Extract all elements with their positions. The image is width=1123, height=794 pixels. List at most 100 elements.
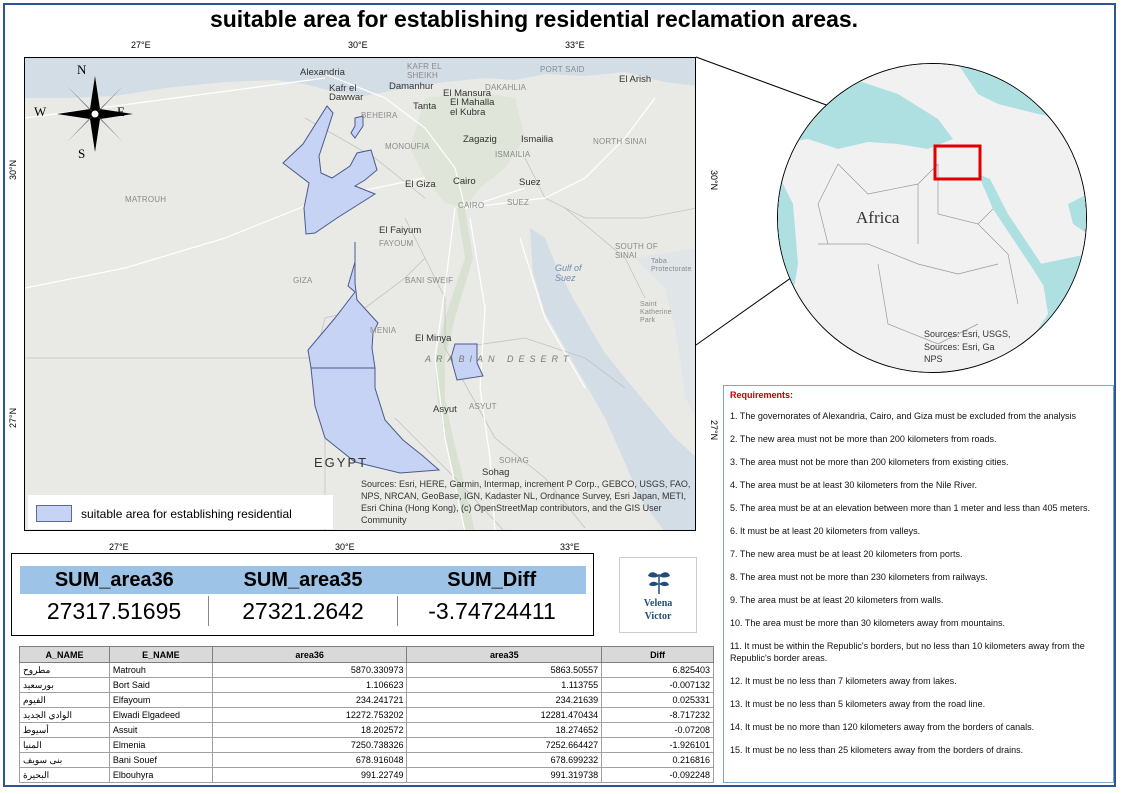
label-el-mahalla: El Mahalla el Kubra	[450, 97, 495, 118]
table-row[interactable]: الوادي الجديد Elwadi Elgadeed 12272.7532…	[19, 707, 714, 723]
logo-line2: Victor	[644, 611, 672, 622]
cell-area36: 7250.738326	[211, 737, 408, 753]
label-suez-region: SUEZ	[507, 198, 530, 207]
layout-frame	[3, 3, 1116, 787]
cell-area36: 678.916048	[211, 752, 408, 768]
cell-a-name: مطروح	[19, 662, 110, 678]
label-kafr-el-sheikh: KAFR EL SHEIKH	[407, 62, 442, 80]
label-minya-region: MENIA	[370, 326, 397, 335]
cell-area35: 1.113755	[406, 677, 603, 693]
cell-area35: 18.274652	[406, 722, 603, 738]
label-el-minya: El Minya	[415, 333, 452, 344]
logo-line1: Velena	[643, 598, 673, 609]
label-damanhur: Damanhur	[389, 81, 434, 92]
label-giza: GIZA	[293, 276, 313, 285]
legend: suitable area for establishing residenti…	[28, 495, 333, 529]
map-sources: Sources: Esri, HERE, Garmin, Intermap, i…	[361, 479, 691, 525]
label-el-arish: El Arish	[619, 74, 652, 85]
table-row[interactable]: الفيوم Elfayoum 234.241721 234.21639 0.0…	[19, 692, 714, 708]
label-el-giza: El Giza	[405, 179, 436, 190]
cell-a-name: أسيوط	[19, 722, 110, 738]
requirement-item: 15. It must be no less than 25 kilometer…	[730, 745, 1024, 755]
column-header-e-name[interactable]: E_NAME	[108, 646, 213, 663]
cell-diff: 6.825403	[601, 662, 714, 678]
requirement-item: 2. The new area must not be more than 20…	[730, 434, 997, 444]
label-bani-sweif: BANI SWEIF	[405, 276, 454, 285]
label-sohag: Sohag	[482, 467, 510, 478]
label-el-mansura: El Mansura	[443, 88, 492, 99]
requirement-item: 9. The area must be at least 20 kilomete…	[730, 595, 944, 605]
inset-sources-2: Sources: Esri, Ga	[924, 342, 995, 352]
cell-area35: 7252.664427	[406, 737, 603, 753]
requirement-item: 5. The area must be at an elevation betw…	[730, 503, 1091, 513]
label-suez: Suez	[519, 177, 541, 188]
column-header-area35[interactable]: area35	[406, 646, 603, 663]
label-port-said: PORT SAID	[540, 65, 585, 74]
table-row[interactable]: أسيوط Assuit 18.202572 18.274652 -0.0720…	[19, 722, 714, 738]
cell-e-name: Assuit	[108, 722, 213, 738]
summary-value-diff: -3.74724411	[428, 598, 556, 624]
cell-e-name: Bort Said	[108, 677, 213, 693]
column-header-diff[interactable]: Diff	[601, 646, 714, 663]
label-north-sinai: NORTH SINAI	[593, 137, 647, 146]
requirement-item: 1. The governorates of Alexandria, Cairo…	[730, 411, 1077, 421]
grid-label-top-30e: 30°E	[348, 40, 368, 50]
main-map-canvas	[25, 58, 695, 530]
label-saint-catherine: Saint Katherine Park	[640, 301, 672, 324]
requirement-item: 13. It must be no less than 5 kilometers…	[730, 699, 986, 709]
summary-header-area36: SUM_area36	[54, 569, 174, 591]
inset-sources-3: NPS	[924, 354, 943, 364]
table-row[interactable]: بورسعيد Bort Said 1.106623 1.113755 -0.0…	[19, 677, 714, 693]
column-header-a-name[interactable]: A_NAME	[19, 646, 110, 663]
inset-locator-map[interactable]: Africa Sources: Esri, USGS, Sources: Esr…	[777, 63, 1087, 373]
north-arrow-icon	[57, 76, 133, 152]
table-row[interactable]: مطروح Matrouh 5870.330973 5863.50557 6.8…	[19, 662, 714, 678]
cell-e-name: Elbouhyra	[108, 767, 213, 783]
page-title: suitable area for establishing residenti…	[209, 6, 859, 32]
inset-label-africa: Africa	[856, 208, 900, 227]
cell-area36: 991.22749	[211, 767, 408, 783]
compass-e: E	[117, 104, 125, 119]
label-dakahlia: DAKAHLIA	[485, 83, 527, 92]
suitable-area-asyut	[310, 367, 441, 474]
cell-diff: -1.926101	[601, 737, 714, 753]
table-row[interactable]: المنيا Elmenia 7250.738326 7252.664427 -…	[19, 737, 714, 753]
label-ismailia: Ismailia	[521, 134, 554, 145]
cell-a-name: بورسعيد	[19, 677, 110, 693]
main-map[interactable]: N S E W Alexandria PORT SAID KAFR EL SHE…	[24, 57, 696, 531]
label-zagazig: Zagazig	[463, 134, 497, 145]
requirement-item: 11. It must be within the Republic's bor…	[730, 641, 1085, 663]
label-fayoum: FAYOUM	[379, 239, 414, 248]
requirements-title: Requirements:	[730, 390, 794, 400]
column-header-area36[interactable]: area36	[211, 646, 408, 663]
label-alexandria: Alexandria	[300, 67, 345, 78]
label-taba: Taba Protectorate	[651, 258, 692, 273]
cell-area35: 678.699232	[406, 752, 603, 768]
cell-diff: -0.092248	[601, 767, 714, 783]
summary-values: 27317.51695 27321.2642 -3.74724411	[20, 596, 586, 626]
cell-e-name: Elwadi Elgadeed	[108, 707, 213, 723]
requirement-item: 7. The new area must be at least 20 kilo…	[730, 549, 963, 559]
label-matrouh: MATROUH	[125, 195, 167, 204]
cell-a-name: المنيا	[19, 737, 110, 753]
nile-delta	[410, 92, 525, 208]
label-gulf-of-suez: Gulf of Suez	[555, 263, 582, 283]
grid-label-top-27e: 27°E	[131, 40, 151, 50]
legend-label: suitable area for establishing residenti…	[81, 507, 292, 521]
table-header-row: A_NAME E_NAME area36 area35 Diff	[19, 646, 714, 663]
attribute-table: A_NAME E_NAME area36 area35 Diff مطروح M…	[19, 646, 714, 783]
cell-diff: -0.007132	[601, 677, 714, 693]
requirement-item: 3. The area must not be more than 200 ki…	[730, 457, 1009, 467]
table-row[interactable]: بنى سويف Bani Souef 678.916048 678.69923…	[19, 752, 714, 768]
label-arabian-desert: ARABIAN DESERT	[425, 354, 574, 364]
grid-label-bottom-30e: 30°E	[335, 542, 355, 552]
cell-diff: 0.216816	[601, 752, 714, 768]
label-beheira: BEHEIRA	[361, 111, 398, 120]
mediterranean-sea	[25, 58, 695, 98]
grid-label-top-33e: 33°E	[565, 40, 585, 50]
label-sohag-region: SOHAG	[499, 456, 529, 465]
cell-diff: -0.07208	[601, 722, 714, 738]
table-row[interactable]: البحيرة Elbouhyra 991.22749 991.319738 -…	[19, 767, 714, 783]
label-monoufia: MONOUFIA	[385, 142, 430, 151]
cell-a-name: الفيوم	[19, 692, 110, 708]
